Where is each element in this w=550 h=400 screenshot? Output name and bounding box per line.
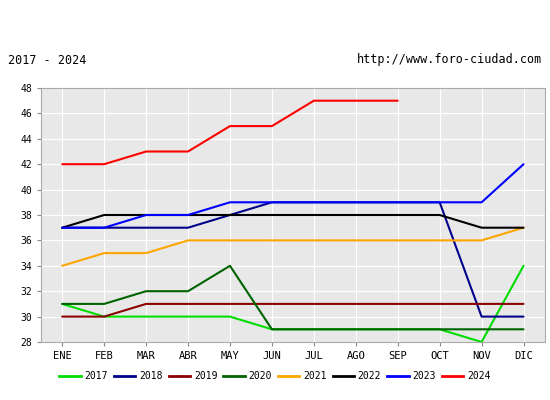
Text: http://www.foro-ciudad.com: http://www.foro-ciudad.com [356, 54, 542, 66]
Legend: 2017, 2018, 2019, 2020, 2021, 2022, 2023, 2024: 2017, 2018, 2019, 2020, 2021, 2022, 2023… [56, 367, 494, 385]
Text: 2017 - 2024: 2017 - 2024 [8, 54, 87, 66]
Text: Evolucion num de emigrantes en Navalperal de Pinares: Evolucion num de emigrantes en Navalpera… [47, 14, 503, 30]
